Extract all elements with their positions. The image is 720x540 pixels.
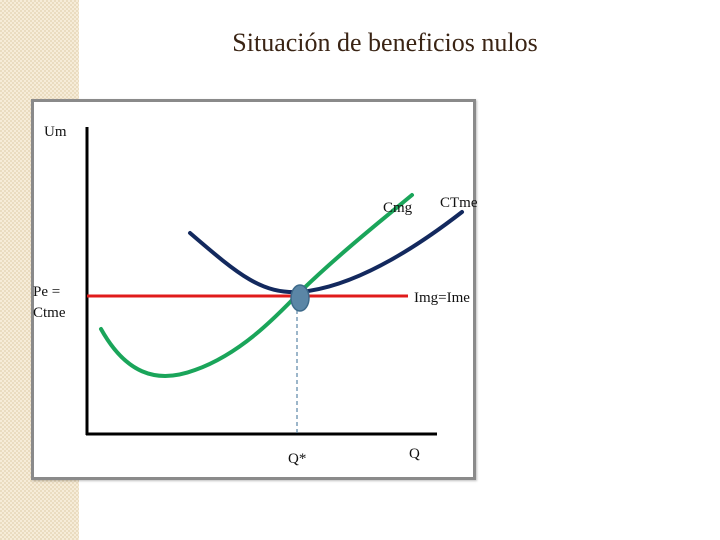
price-label-line1: Pe = <box>33 284 60 300</box>
y-axis-label: Um <box>44 124 67 140</box>
img-ime-label: Img=Ime <box>414 290 470 306</box>
ctme-curve <box>188 210 464 295</box>
cmg-curve <box>99 193 414 378</box>
x-axis-label: Q <box>409 446 420 462</box>
q-star-label: Q* <box>288 451 306 467</box>
ctme-label: CTme <box>440 195 478 211</box>
slide-title: Situación de beneficios nulos <box>232 28 538 57</box>
equilibrium-point <box>290 284 310 312</box>
cmg-label: Cmg <box>383 200 413 216</box>
diagram-panel <box>31 99 476 480</box>
price-label-line2: Ctme <box>33 305 66 321</box>
